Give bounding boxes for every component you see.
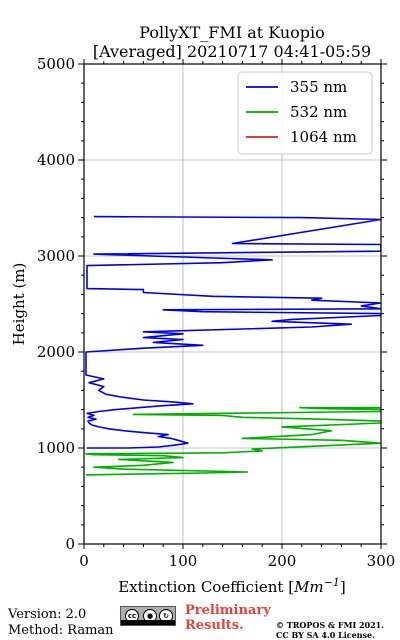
legend-label: 532 nm bbox=[290, 103, 347, 121]
series-line-532-nm bbox=[85, 406, 381, 476]
y-tick-label: 3000 bbox=[37, 247, 75, 265]
legend: 355 nm 532 nm 1064 nm bbox=[237, 71, 373, 155]
x-axis-label-close: ] bbox=[340, 578, 346, 596]
legend-label: 1064 nm bbox=[290, 128, 357, 146]
version-text: Version: 2.0 bbox=[8, 607, 87, 622]
creative-commons-badge-icon: cc ● ↻ bbox=[120, 606, 176, 626]
x-axis-label: Extinction Coefficient [Mm−1] bbox=[118, 576, 345, 596]
series-layer bbox=[85, 215, 381, 476]
chart-title: PollyXT_FMI at Kuopio bbox=[139, 23, 325, 42]
extinction-profile-chart: PollyXT_FMI at Kuopio [Averaged] 2021071… bbox=[10, 23, 396, 596]
copyright-line-1: © TROPOS & FMI 2021. bbox=[276, 620, 385, 630]
y-tick-label: 2000 bbox=[37, 343, 75, 361]
x-tick-label: 300 bbox=[367, 552, 396, 570]
y-tick-label: 5000 bbox=[37, 55, 75, 73]
x-axis-label-exponent: −1 bbox=[324, 576, 340, 589]
cc-strip bbox=[121, 620, 175, 625]
series-line-355-nm bbox=[85, 215, 381, 449]
x-axis-label-unit: Mm bbox=[293, 578, 324, 596]
legend-label: 355 nm bbox=[290, 78, 347, 96]
chart-subtitle: [Averaged] 20210717 04:41-05:59 bbox=[93, 42, 371, 61]
preliminary-line-2: Results. bbox=[185, 618, 244, 633]
by-icon: ● bbox=[143, 609, 157, 623]
method-text: Method: Raman bbox=[8, 623, 114, 638]
x-tick-label: 100 bbox=[169, 552, 198, 570]
copyright-line-2: CC BY SA 4.0 License. bbox=[276, 630, 375, 640]
footer-info: Version: 2.0 Method: Raman bbox=[8, 607, 114, 639]
legend-box bbox=[237, 71, 373, 155]
copyright-notice: © TROPOS & FMI 2021. CC BY SA 4.0 Licens… bbox=[276, 620, 384, 640]
x-tick-label: 200 bbox=[268, 552, 297, 570]
x-axis-label-text: Extinction Coefficient [ bbox=[118, 578, 294, 596]
y-axis-label: Height (m) bbox=[10, 263, 28, 346]
plot-frame bbox=[83, 63, 382, 545]
y-tick-label: 1000 bbox=[37, 439, 75, 457]
preliminary-results-notice: Preliminary Results. bbox=[185, 603, 271, 633]
preliminary-line-1: Preliminary bbox=[185, 603, 271, 618]
x-tick-label: 0 bbox=[79, 552, 89, 570]
y-tick-label: 0 bbox=[65, 535, 75, 553]
y-tick-label: 4000 bbox=[37, 151, 75, 169]
